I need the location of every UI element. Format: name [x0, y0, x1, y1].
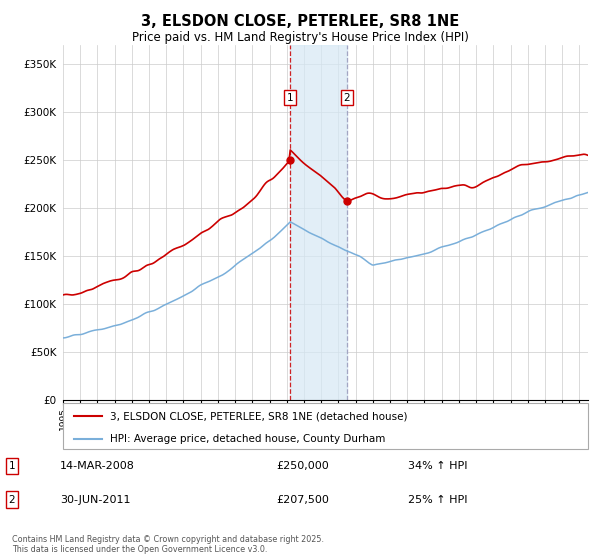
- Text: 3, ELSDON CLOSE, PETERLEE, SR8 1NE: 3, ELSDON CLOSE, PETERLEE, SR8 1NE: [141, 14, 459, 29]
- Text: 34% ↑ HPI: 34% ↑ HPI: [408, 461, 467, 471]
- Text: 1: 1: [287, 92, 293, 102]
- Text: 14-MAR-2008: 14-MAR-2008: [60, 461, 135, 471]
- Text: HPI: Average price, detached house, County Durham: HPI: Average price, detached house, Coun…: [110, 434, 386, 444]
- Text: £207,500: £207,500: [276, 494, 329, 505]
- Text: 30-JUN-2011: 30-JUN-2011: [60, 494, 131, 505]
- Text: Contains HM Land Registry data © Crown copyright and database right 2025.
This d: Contains HM Land Registry data © Crown c…: [12, 535, 324, 554]
- Text: 1: 1: [8, 461, 16, 471]
- Text: £250,000: £250,000: [276, 461, 329, 471]
- Text: 2: 2: [344, 92, 350, 102]
- Text: 25% ↑ HPI: 25% ↑ HPI: [408, 494, 467, 505]
- Text: 3, ELSDON CLOSE, PETERLEE, SR8 1NE (detached house): 3, ELSDON CLOSE, PETERLEE, SR8 1NE (deta…: [110, 411, 408, 421]
- Text: 2: 2: [8, 494, 16, 505]
- Bar: [290, 45, 347, 400]
- Text: Price paid vs. HM Land Registry's House Price Index (HPI): Price paid vs. HM Land Registry's House …: [131, 31, 469, 44]
